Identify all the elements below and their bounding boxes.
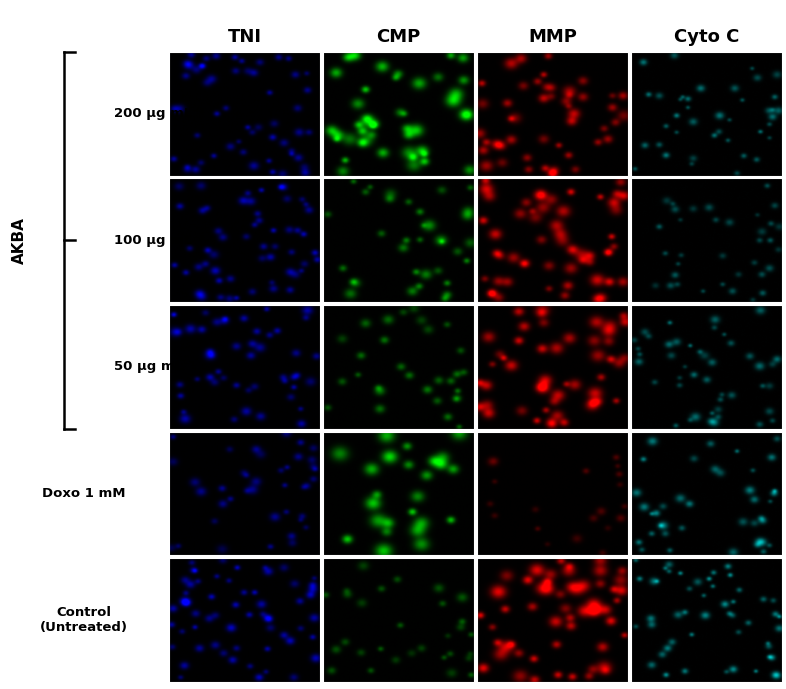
Text: CMP: CMP	[376, 28, 421, 46]
Text: MMP: MMP	[528, 28, 577, 46]
Text: 100 μg mL⁻¹: 100 μg mL⁻¹	[114, 234, 205, 247]
Text: Doxo 1 mM: Doxo 1 mM	[42, 487, 126, 500]
Text: 200 μg mL⁻¹: 200 μg mL⁻¹	[114, 107, 205, 120]
Text: Control
(Untreated): Control (Untreated)	[40, 606, 128, 634]
Text: Cyto C: Cyto C	[674, 28, 740, 46]
Text: TNI: TNI	[227, 28, 262, 46]
Text: AKBA: AKBA	[12, 217, 28, 264]
Text: 50 μg mL⁻¹: 50 μg mL⁻¹	[114, 360, 196, 373]
